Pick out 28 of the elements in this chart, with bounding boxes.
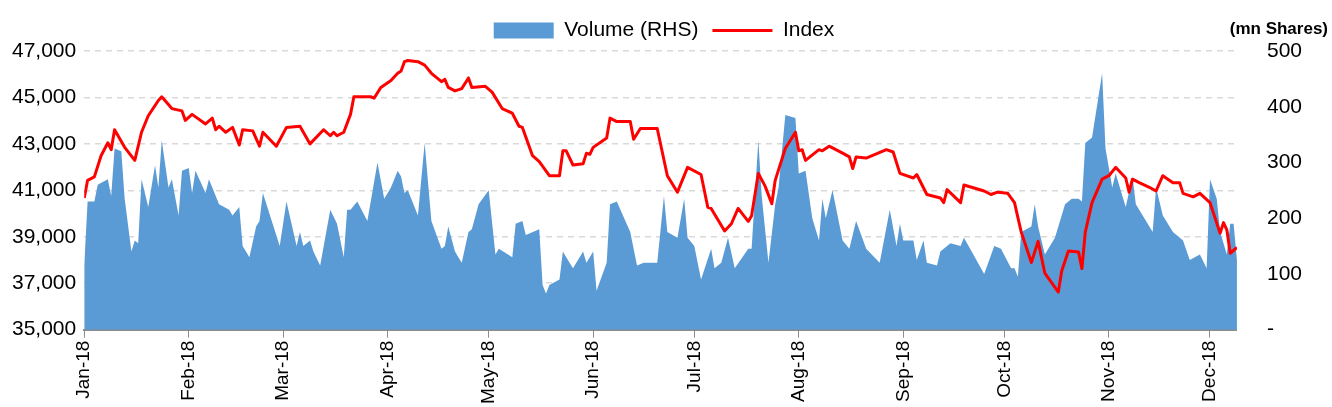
y2-tick-label: 100	[1266, 260, 1303, 284]
y-tick-label: 37,000	[12, 270, 77, 293]
x-tick-label: Mar-18	[271, 340, 293, 401]
y2-tick-label: 300	[1266, 149, 1303, 173]
y-tick-label: 39,000	[12, 223, 77, 247]
x-tick-label: Jun-18	[581, 340, 603, 399]
x-tick-label: Dec-18	[1198, 340, 1220, 402]
y2-tick-label: 500	[1266, 37, 1303, 61]
y-tick-label: 43,000	[12, 130, 77, 154]
x-tick-label: Jul-18	[682, 340, 704, 393]
y2-tick-label: -	[1266, 316, 1274, 340]
x-tick-label: Oct-18	[992, 340, 1014, 398]
x-tick-label: Feb-18	[176, 340, 198, 401]
x-tick-label: Nov-18	[1097, 340, 1119, 402]
legend-label: Volume (RHS)	[564, 17, 699, 41]
y2-tick-label: 400	[1266, 93, 1303, 117]
legend-label: Index	[782, 17, 835, 41]
y2-tick-label: 200	[1266, 204, 1303, 228]
x-tick-label: Aug-18	[787, 340, 809, 402]
y-tick-label: 47,000	[12, 37, 77, 61]
x-tick-label: May-18	[476, 340, 498, 404]
x-tick-label: Sep-18	[891, 340, 913, 402]
y-tick-label: 35,000	[12, 316, 77, 340]
x-tick-label: Apr-18	[375, 340, 397, 398]
y-tick-label: 45,000	[12, 84, 77, 108]
y-tick-label: 41,000	[12, 177, 77, 201]
y2-axis-title: (mn Shares)	[1229, 18, 1328, 38]
x-tick-label: Jan-18	[72, 340, 94, 399]
